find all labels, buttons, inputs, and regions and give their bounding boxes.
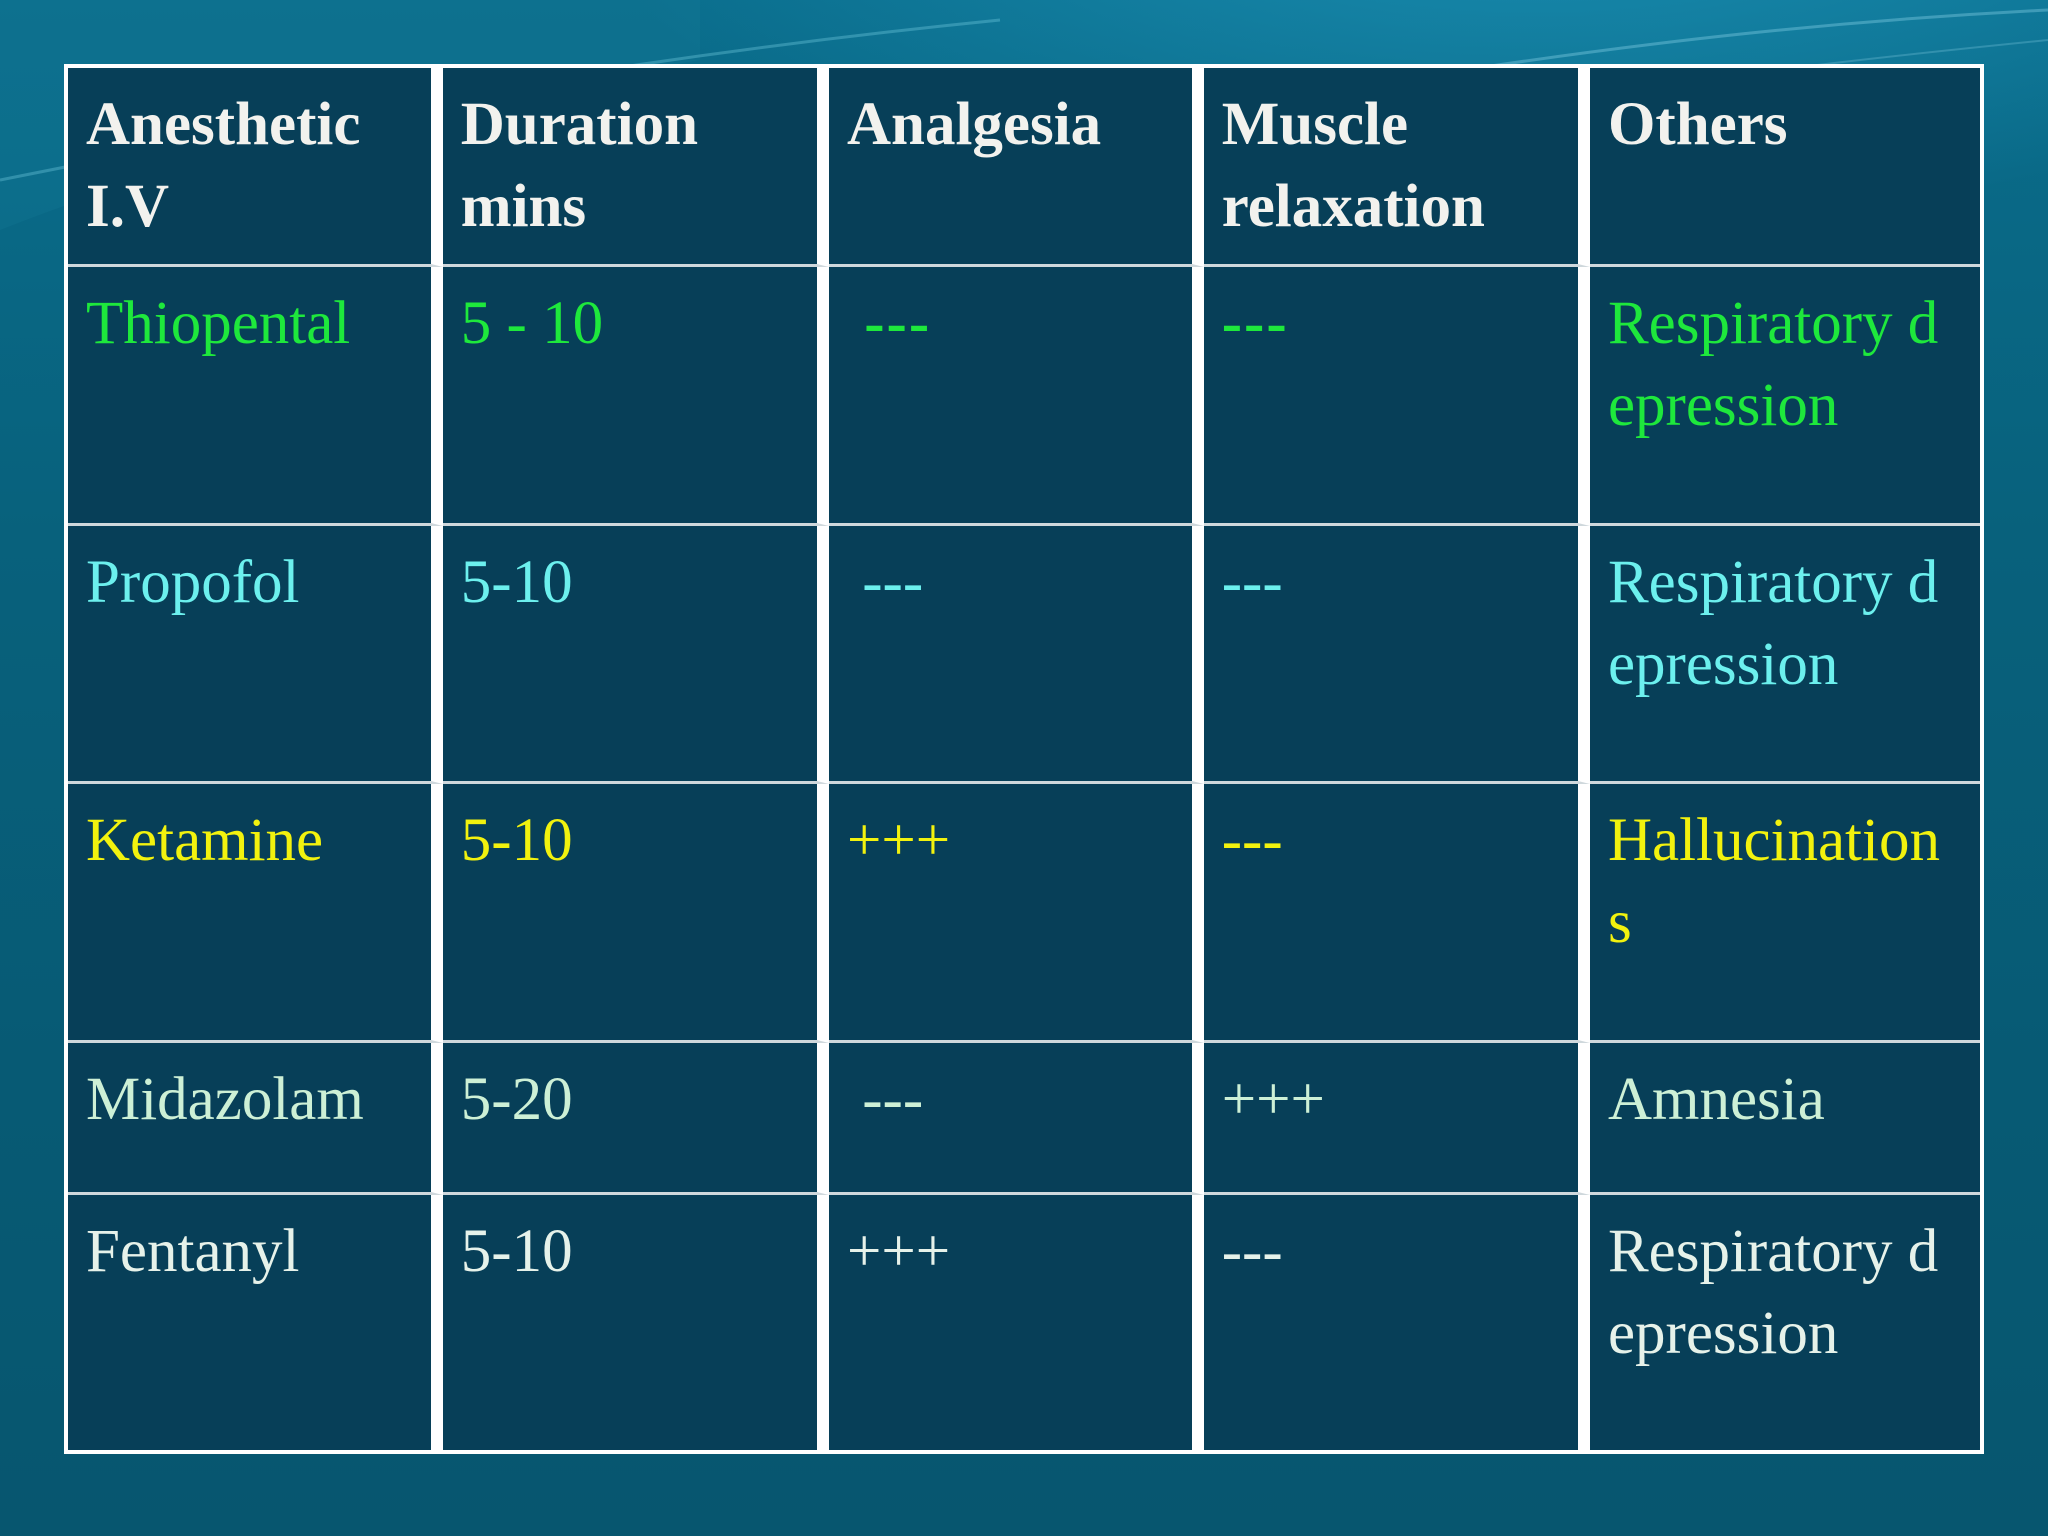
cell-analgesia: --- bbox=[828, 525, 1204, 785]
cell-anesthetic: Midazolam bbox=[68, 1043, 443, 1196]
cell-others: Respiratory depression bbox=[1589, 267, 1980, 526]
header-muscle-relaxation: Muscle relaxation bbox=[1203, 68, 1590, 267]
table-row: Fentanyl 5-10 +++ --- Respiratory depres… bbox=[68, 1195, 1980, 1450]
cell-analgesia: +++ bbox=[828, 784, 1204, 1044]
cell-muscle-relaxation: --- bbox=[1203, 267, 1590, 526]
cell-others: Hallucinations bbox=[1589, 784, 1980, 1044]
anesthetic-comparison-table: Anesthetic I.V Duration mins Analgesia M… bbox=[64, 64, 1984, 1454]
cell-duration: 5-20 bbox=[442, 1043, 829, 1196]
cell-analgesia: --- bbox=[828, 267, 1204, 526]
cell-anesthetic: Thiopental bbox=[68, 267, 443, 526]
cell-others: Respiratory depression bbox=[1589, 525, 1980, 785]
header-analgesia: Analgesia bbox=[828, 68, 1204, 267]
cell-muscle-relaxation: --- bbox=[1203, 1195, 1590, 1450]
cell-anesthetic: Ketamine bbox=[68, 784, 443, 1044]
cell-duration: 5-10 bbox=[442, 525, 829, 785]
cell-others: Amnesia bbox=[1589, 1043, 1980, 1196]
cell-anesthetic: Propofol bbox=[68, 525, 443, 785]
cell-muscle-relaxation: --- bbox=[1203, 525, 1590, 785]
table: Anesthetic I.V Duration mins Analgesia M… bbox=[68, 68, 1980, 1450]
header-anesthetic: Anesthetic I.V bbox=[68, 68, 443, 267]
header-duration: Duration mins bbox=[442, 68, 829, 267]
cell-others: Respiratory depression bbox=[1589, 1195, 1980, 1450]
header-row: Anesthetic I.V Duration mins Analgesia M… bbox=[68, 68, 1980, 267]
header-others: Others bbox=[1589, 68, 1980, 267]
cell-duration: 5-10 bbox=[442, 784, 829, 1044]
cell-muscle-relaxation: +++ bbox=[1203, 1043, 1590, 1196]
cell-duration: 5-10 bbox=[442, 1195, 829, 1450]
cell-analgesia: --- bbox=[828, 1043, 1204, 1196]
cell-duration: 5 - 10 bbox=[442, 267, 829, 526]
cell-analgesia: +++ bbox=[828, 1195, 1204, 1450]
table-row: Midazolam 5-20 --- +++ Amnesia bbox=[68, 1043, 1980, 1196]
cell-muscle-relaxation: --- bbox=[1203, 784, 1590, 1044]
table-row: Propofol 5-10 --- --- Respiratory depres… bbox=[68, 525, 1980, 785]
cell-anesthetic: Fentanyl bbox=[68, 1195, 443, 1450]
table-row: Ketamine 5-10 +++ --- Hallucinations bbox=[68, 784, 1980, 1044]
table-row: Thiopental 5 - 10 --- --- Respiratory de… bbox=[68, 267, 1980, 526]
